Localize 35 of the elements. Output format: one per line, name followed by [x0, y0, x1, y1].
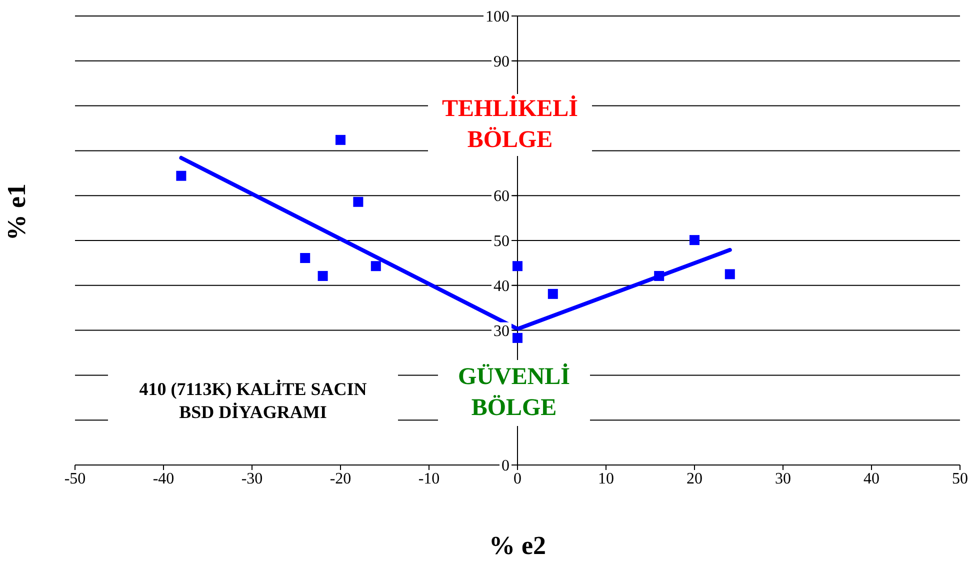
x-tick-label: -10 [418, 470, 440, 488]
y-tick-label: 100 [486, 8, 510, 26]
point [336, 134, 346, 145]
point [690, 235, 700, 246]
point [654, 270, 664, 281]
x-tick-label: 10 [598, 470, 614, 488]
y-axis-title: % e1 [2, 183, 32, 240]
text-box: GÜVENLİ BÖLGE [438, 360, 590, 426]
x-tick-label: 0 [514, 470, 522, 488]
y-tick-label: 30 [494, 322, 510, 340]
text-box: TEHLİKELİ BÖLGE [428, 94, 592, 156]
y-tick-label: 90 [494, 54, 510, 70]
x-tick-label: 40 [864, 470, 880, 488]
point [176, 170, 186, 181]
y-tick-label: 40 [494, 278, 510, 295]
annotation: 410 (7113K) KALİTE SACIN BSD DİYAGRAMI [138, 378, 368, 424]
y-tick-label: 50 [494, 233, 510, 250]
point [512, 261, 522, 272]
point [353, 196, 364, 207]
point [370, 261, 381, 272]
x-tick-label: 50 [952, 470, 968, 488]
x-tick-label: -30 [241, 470, 263, 488]
x-tick-label: -40 [152, 470, 174, 488]
x-tick-label: -50 [64, 470, 86, 488]
y-tick-label: 60 [494, 188, 510, 206]
point [300, 253, 310, 264]
point [318, 270, 328, 281]
x-axis-title: % e2 [488, 531, 546, 560]
x-tick-label: -20 [330, 470, 352, 488]
x-tick-label: 30 [775, 470, 791, 488]
x-tick-label: 20 [686, 470, 702, 488]
y-tick-label: 0 [502, 458, 510, 475]
point [548, 288, 558, 299]
point [724, 269, 735, 280]
point [512, 332, 522, 343]
